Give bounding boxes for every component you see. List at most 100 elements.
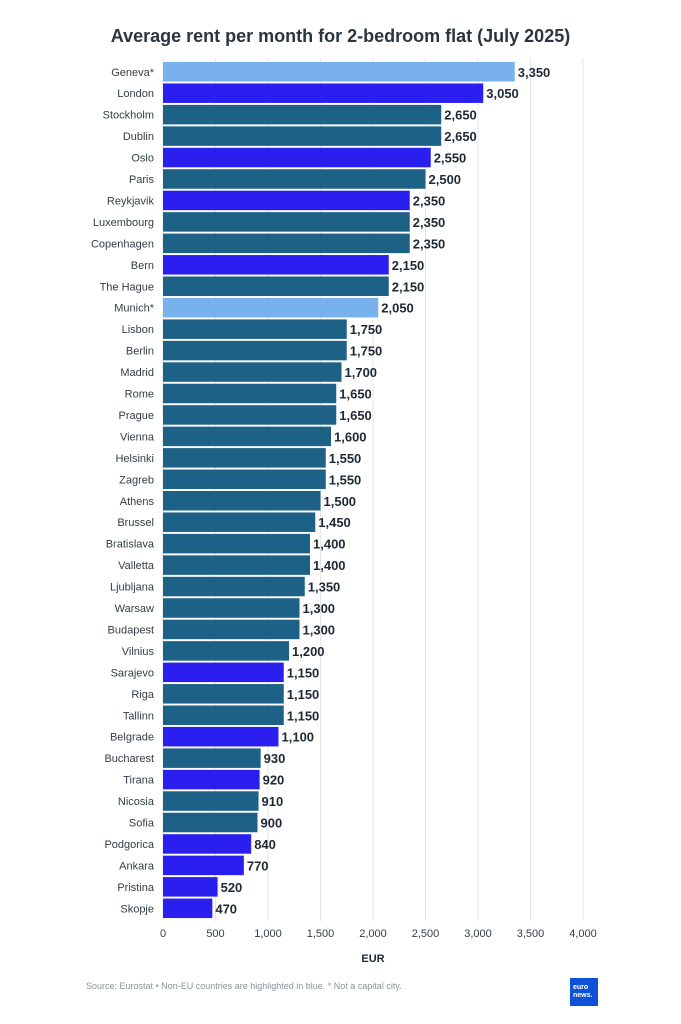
- value-label: 1,150: [287, 665, 320, 680]
- bar: [163, 104, 442, 125]
- chart-title: Average rent per month for 2-bedroom fla…: [110, 26, 571, 46]
- value-label: 470: [215, 901, 237, 916]
- value-label: 2,350: [413, 193, 446, 208]
- bar: [163, 83, 484, 103]
- category-label: Skopje: [120, 903, 154, 915]
- category-label: Helsinki: [115, 453, 154, 465]
- category-label: Sofia: [129, 818, 155, 830]
- bar: [163, 340, 347, 361]
- bar: [163, 533, 310, 554]
- x-axis-ticks: 0 500 1,000 1,500 2,000 2,500 3,000 3,500 4,000: [160, 928, 597, 940]
- bar: [163, 791, 259, 811]
- category-label: Tallinn: [123, 710, 154, 722]
- bar: [163, 62, 515, 82]
- x-axis-title: EUR: [361, 953, 384, 965]
- value-label: 1,500: [324, 494, 357, 509]
- value-label: 3,350: [518, 65, 551, 80]
- value-label: 3,050: [486, 86, 519, 101]
- value-label: 1,100: [282, 730, 315, 745]
- bar: [163, 319, 347, 339]
- bar: [163, 812, 258, 833]
- value-label: 1,650: [339, 408, 372, 423]
- category-label: Brussel: [117, 517, 154, 529]
- bar: [163, 255, 389, 275]
- bar: [163, 662, 284, 683]
- value-label: 1,550: [329, 472, 362, 487]
- category-label: Lisbon: [122, 324, 154, 336]
- category-label: Oslo: [131, 153, 154, 165]
- category-label: Berlin: [126, 346, 154, 358]
- category-label: Munich*: [114, 303, 154, 315]
- value-label: 2,150: [392, 258, 425, 273]
- gridlines: [162, 58, 584, 921]
- value-label: 900: [261, 816, 283, 831]
- category-label: Pristina: [117, 882, 155, 894]
- category-label: Sarajevo: [111, 667, 154, 679]
- value-label: 1,150: [287, 687, 320, 702]
- value-label: 2,650: [444, 129, 477, 144]
- category-label: Athens: [120, 496, 155, 508]
- category-label: Tirana: [123, 775, 155, 787]
- bar: [163, 769, 260, 790]
- source-note: Source: Eurostat • Non-EU countries are …: [86, 981, 402, 991]
- category-label: Zagreb: [119, 474, 154, 486]
- value-label: 1,700: [345, 365, 378, 380]
- category-label: Riga: [131, 689, 155, 701]
- value-label: 1,300: [303, 601, 336, 616]
- value-label: 770: [247, 858, 269, 873]
- category-label: Prague: [119, 410, 154, 422]
- category-label: Luxembourg: [93, 217, 154, 229]
- category-label: Ankara: [119, 860, 155, 872]
- category-label: Budapest: [108, 624, 154, 636]
- bar: [163, 834, 252, 854]
- category-label: Bratislava: [106, 539, 155, 551]
- category-label: Bern: [131, 260, 154, 272]
- value-label: 1,150: [287, 708, 320, 723]
- value-label: 840: [254, 837, 276, 852]
- bar: [163, 898, 213, 919]
- x-tick-label: 0: [160, 928, 166, 940]
- bar: [163, 190, 410, 211]
- bar: [163, 233, 410, 254]
- x-tick-label: 3,500: [517, 928, 545, 940]
- bar: [163, 598, 300, 618]
- value-label: 1,650: [339, 387, 372, 402]
- bar: [163, 147, 431, 168]
- x-tick-label: 500: [206, 928, 224, 940]
- bar: [163, 855, 244, 876]
- category-label: Ljubljana: [110, 582, 155, 594]
- category-label: Reykjavik: [107, 195, 155, 207]
- x-tick-label: 4,000: [569, 928, 597, 940]
- value-labels: 3,350 3,050 2,650 2,650 2,550 2,500 2,350 2,350…: [215, 65, 550, 917]
- category-label: Dublin: [123, 131, 154, 143]
- x-tick-label: 1,000: [254, 928, 282, 940]
- category-label: Valletta: [118, 560, 155, 572]
- value-label: 2,050: [381, 301, 414, 316]
- bar: [163, 748, 261, 768]
- value-label: 1,200: [292, 644, 325, 659]
- x-tick-label: 3,000: [464, 928, 492, 940]
- euronews-logo: euro news.: [570, 978, 598, 1006]
- x-tick-label: 2,000: [359, 928, 387, 940]
- category-label: Nicosia: [118, 796, 155, 808]
- value-label: 1,400: [313, 558, 346, 573]
- bar: [163, 469, 326, 490]
- category-label: Bucharest: [104, 753, 154, 765]
- value-label: 1,600: [334, 429, 367, 444]
- value-label: 1,750: [350, 322, 383, 337]
- value-label: 930: [264, 751, 286, 766]
- bar: [163, 705, 284, 725]
- value-label: 910: [262, 794, 284, 809]
- bar: [163, 169, 426, 189]
- bar-chart: Geneva* London Stockholm Dublin Oslo Paris Rey…: [91, 58, 597, 965]
- category-label: Copenhagen: [91, 238, 154, 250]
- bar: [163, 126, 442, 146]
- logo-line-2: news.: [573, 992, 593, 999]
- value-label: 2,500: [429, 172, 462, 187]
- value-label: 520: [221, 880, 243, 895]
- category-label: Warsaw: [115, 603, 154, 615]
- category-labels: Geneva* London Stockholm Dublin Oslo Paris Rey…: [91, 67, 155, 916]
- bar: [163, 726, 279, 747]
- category-label: London: [117, 88, 154, 100]
- bar: [163, 684, 284, 704]
